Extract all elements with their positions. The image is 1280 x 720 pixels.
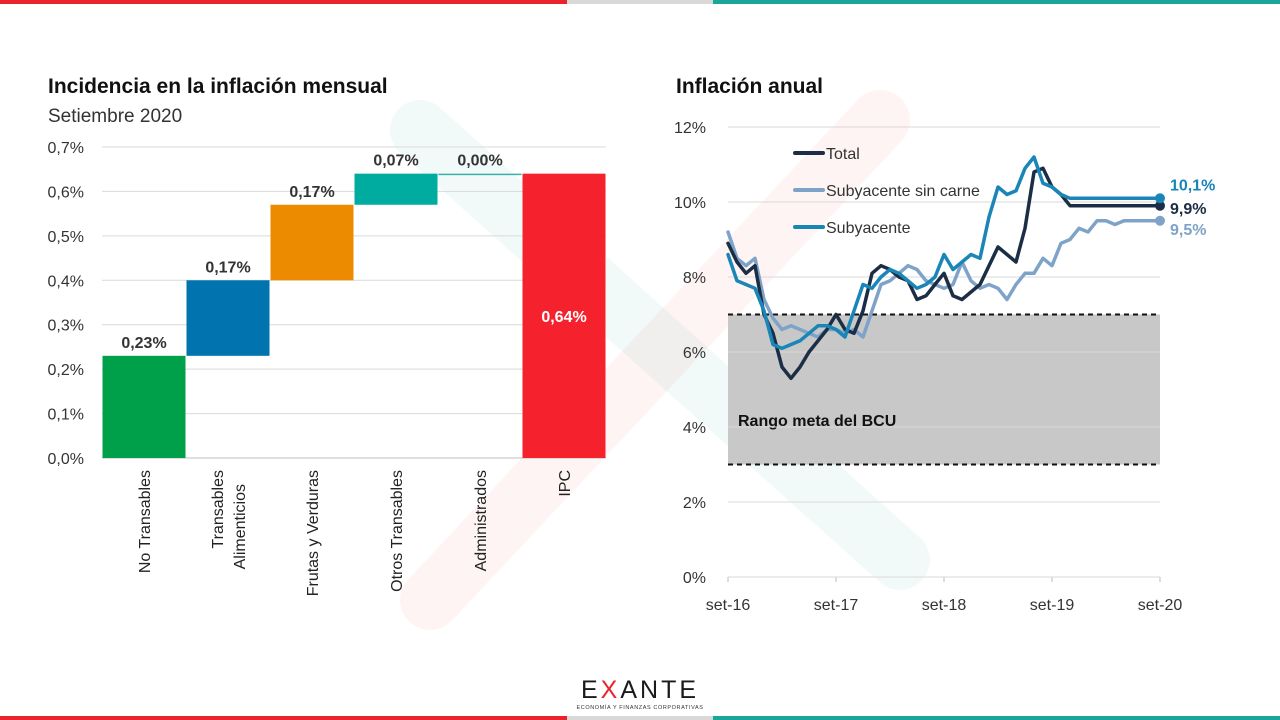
x-category-label: Alimenticios [232, 484, 249, 569]
bar-value-label: 0,00% [457, 153, 502, 170]
stripe-grey [567, 716, 713, 720]
legend-label: Total [826, 146, 860, 163]
logo-letters-start: E [580, 676, 601, 704]
x-category-label: Otros Transables [389, 470, 406, 592]
x-category-label: No Transables [137, 470, 154, 573]
waterfall-bar [438, 173, 522, 176]
top-brand-stripe [0, 0, 1280, 4]
y-tick-label: 8% [683, 270, 706, 287]
series-end-point [1155, 215, 1165, 226]
x-category-label: Administrados [473, 470, 490, 571]
series-end-point [1155, 193, 1165, 204]
bottom-brand-stripe [0, 716, 1280, 720]
series-line [726, 155, 1162, 351]
bar-value-label: 0,64% [541, 309, 586, 326]
waterfall-bar [354, 173, 438, 205]
y-tick-label: 12% [674, 120, 706, 137]
waterfall-chart: 0,0% 0,1% 0,2% 0,3% 0,4% 0,5% 0,6% 0,7% 0,23% No … [48, 140, 606, 596]
bar-value-label: 0,07% [373, 153, 418, 170]
right-chart-title: Inflación anual [676, 75, 824, 98]
y-tick-label: 0,0% [48, 451, 84, 468]
bar-value-label: 0,17% [205, 259, 250, 276]
series-end-label: 10,1% [1170, 177, 1215, 194]
exante-logo: EXANTE ECONOMÍA Y FINANZAS CORPORATIVAS [560, 676, 720, 712]
bar-value-label: 0,23% [121, 335, 166, 352]
stripe-teal [713, 716, 1280, 720]
logo-letters-end: ANTE [620, 676, 700, 704]
legend-label: Subyacente sin carne [826, 183, 980, 200]
y-tick-label: 10% [674, 195, 706, 212]
stripe-red [0, 0, 567, 4]
x-tick-label: set-16 [706, 597, 751, 614]
y-tick-label: 0,7% [48, 140, 84, 157]
bar-value-label: 0,17% [289, 184, 334, 201]
logo-letter-x: X [600, 676, 621, 704]
y-tick-label: 0,1% [48, 407, 84, 424]
series-line [726, 219, 1162, 339]
series-end-label: 9,5% [1170, 222, 1206, 239]
target-range-band [728, 314, 1160, 465]
y-tick-label: 0,2% [48, 362, 84, 379]
y-tick-label: 4% [683, 420, 706, 437]
logo-wordmark: EXANTE [560, 676, 720, 704]
waterfall-bar [186, 280, 270, 356]
left-chart-subtitle: Setiembre 2020 [48, 106, 183, 127]
waterfall-bar [522, 173, 606, 458]
stripe-teal [713, 0, 1280, 4]
logo-tagline: ECONOMÍA Y FINANZAS CORPORATIVAS [576, 705, 704, 711]
x-tick-label: set-17 [814, 597, 859, 614]
y-tick-label: 0,4% [48, 273, 84, 290]
x-tick-label: set-18 [922, 597, 967, 614]
y-tick-label: 2% [683, 495, 706, 512]
x-tick-label: set-20 [1138, 597, 1183, 614]
series-end-label: 9,9% [1170, 201, 1206, 218]
y-tick-label: 0,3% [48, 318, 84, 335]
annual-inflation-line-chart: Rango meta del BCU 0% 2% 4% 6% 8% 10% 12% set-16… [674, 120, 1215, 614]
waterfall-bar [102, 355, 186, 458]
left-chart-title: Incidencia en la inflación mensual [48, 75, 388, 98]
series-line [726, 166, 1162, 381]
x-category-label: Frutas y Verduras [305, 470, 322, 596]
stripe-red [0, 716, 567, 720]
stripe-grey [567, 0, 713, 4]
y-tick-label: 0,6% [48, 184, 84, 201]
y-tick-label: 0% [683, 570, 706, 587]
waterfall-bar [270, 204, 354, 281]
x-category-label: IPC [557, 470, 574, 497]
target-band-label: Rango meta del BCU [738, 413, 896, 430]
series-end-point [1155, 200, 1165, 211]
legend-label: Subyacente [826, 220, 911, 237]
x-category-label: Transables [210, 470, 227, 549]
y-tick-label: 6% [683, 345, 706, 362]
y-tick-label: 0,5% [48, 229, 84, 246]
x-tick-label: set-19 [1030, 597, 1075, 614]
